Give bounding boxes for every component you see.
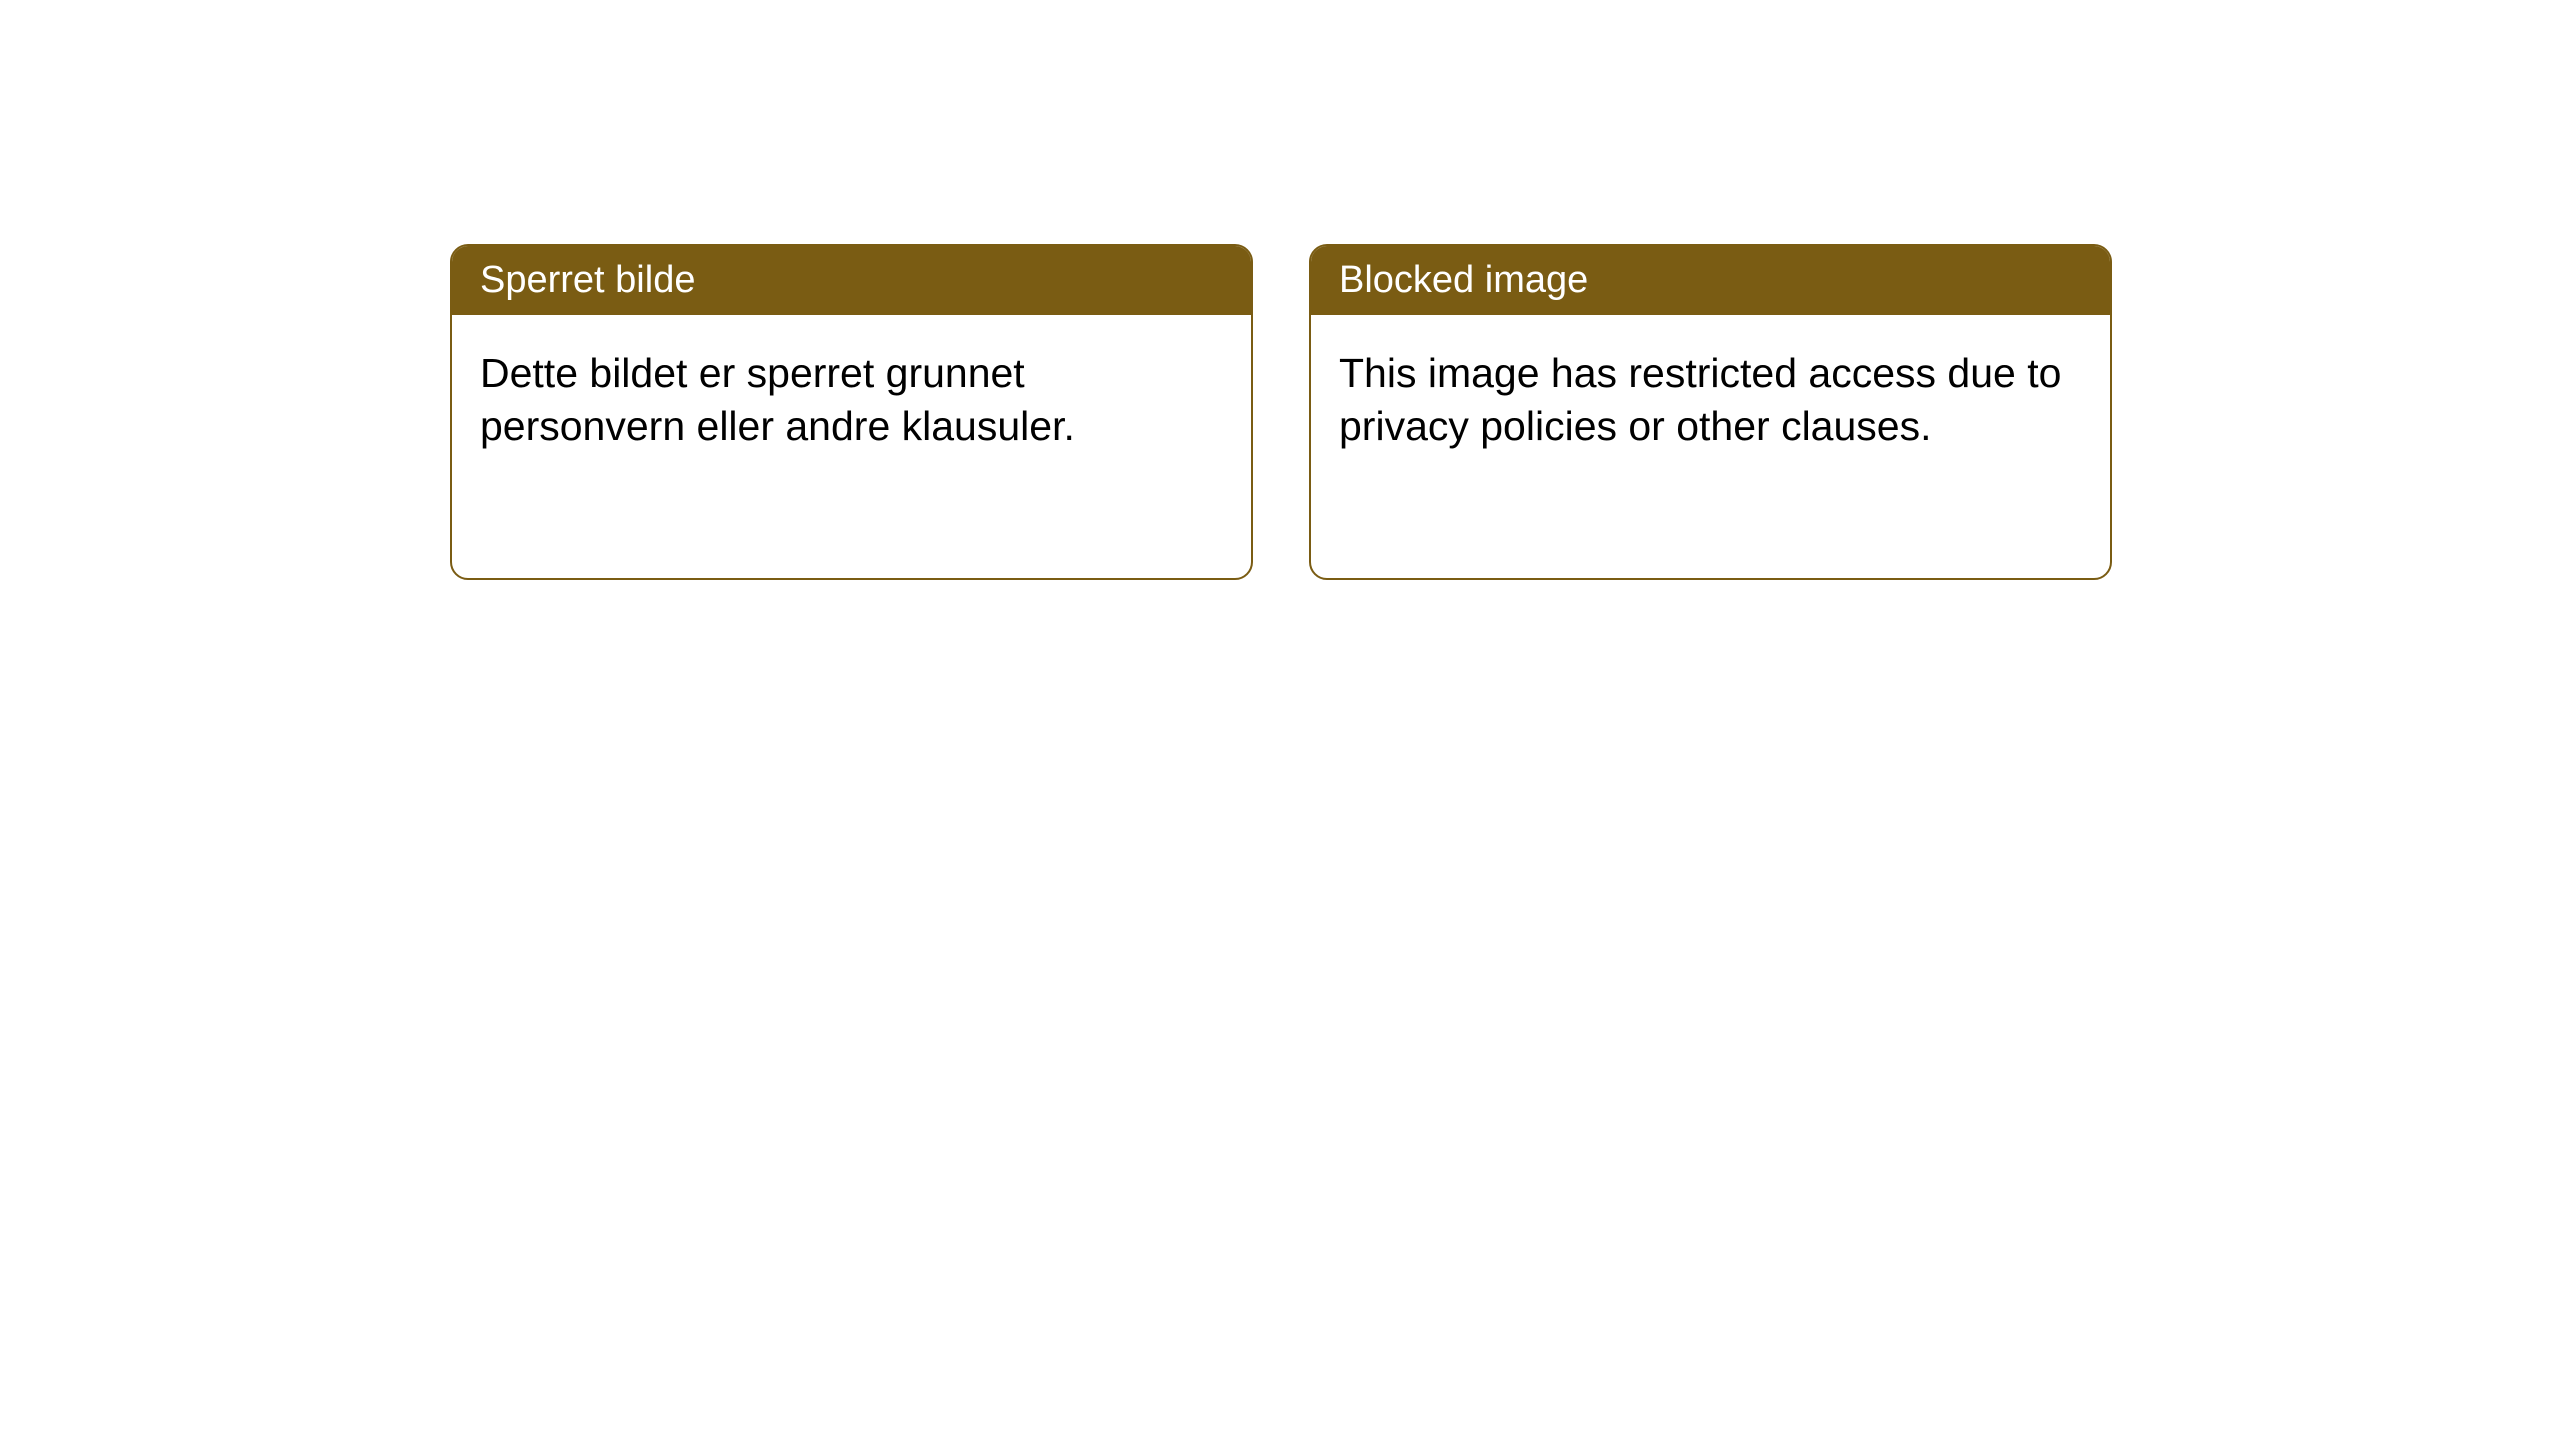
- notice-body-norwegian: Dette bildet er sperret grunnet personve…: [452, 315, 1251, 484]
- notice-header-norwegian: Sperret bilde: [452, 246, 1251, 315]
- notice-container: Sperret bilde Dette bildet er sperret gr…: [450, 244, 2112, 580]
- notice-title-norwegian: Sperret bilde: [480, 259, 695, 301]
- notice-text-norwegian: Dette bildet er sperret grunnet personve…: [480, 350, 1075, 448]
- notice-body-english: This image has restricted access due to …: [1311, 315, 2110, 484]
- notice-card-norwegian: Sperret bilde Dette bildet er sperret gr…: [450, 244, 1253, 580]
- notice-text-english: This image has restricted access due to …: [1339, 350, 2061, 448]
- notice-header-english: Blocked image: [1311, 246, 2110, 315]
- notice-card-english: Blocked image This image has restricted …: [1309, 244, 2112, 580]
- notice-title-english: Blocked image: [1339, 259, 1588, 301]
